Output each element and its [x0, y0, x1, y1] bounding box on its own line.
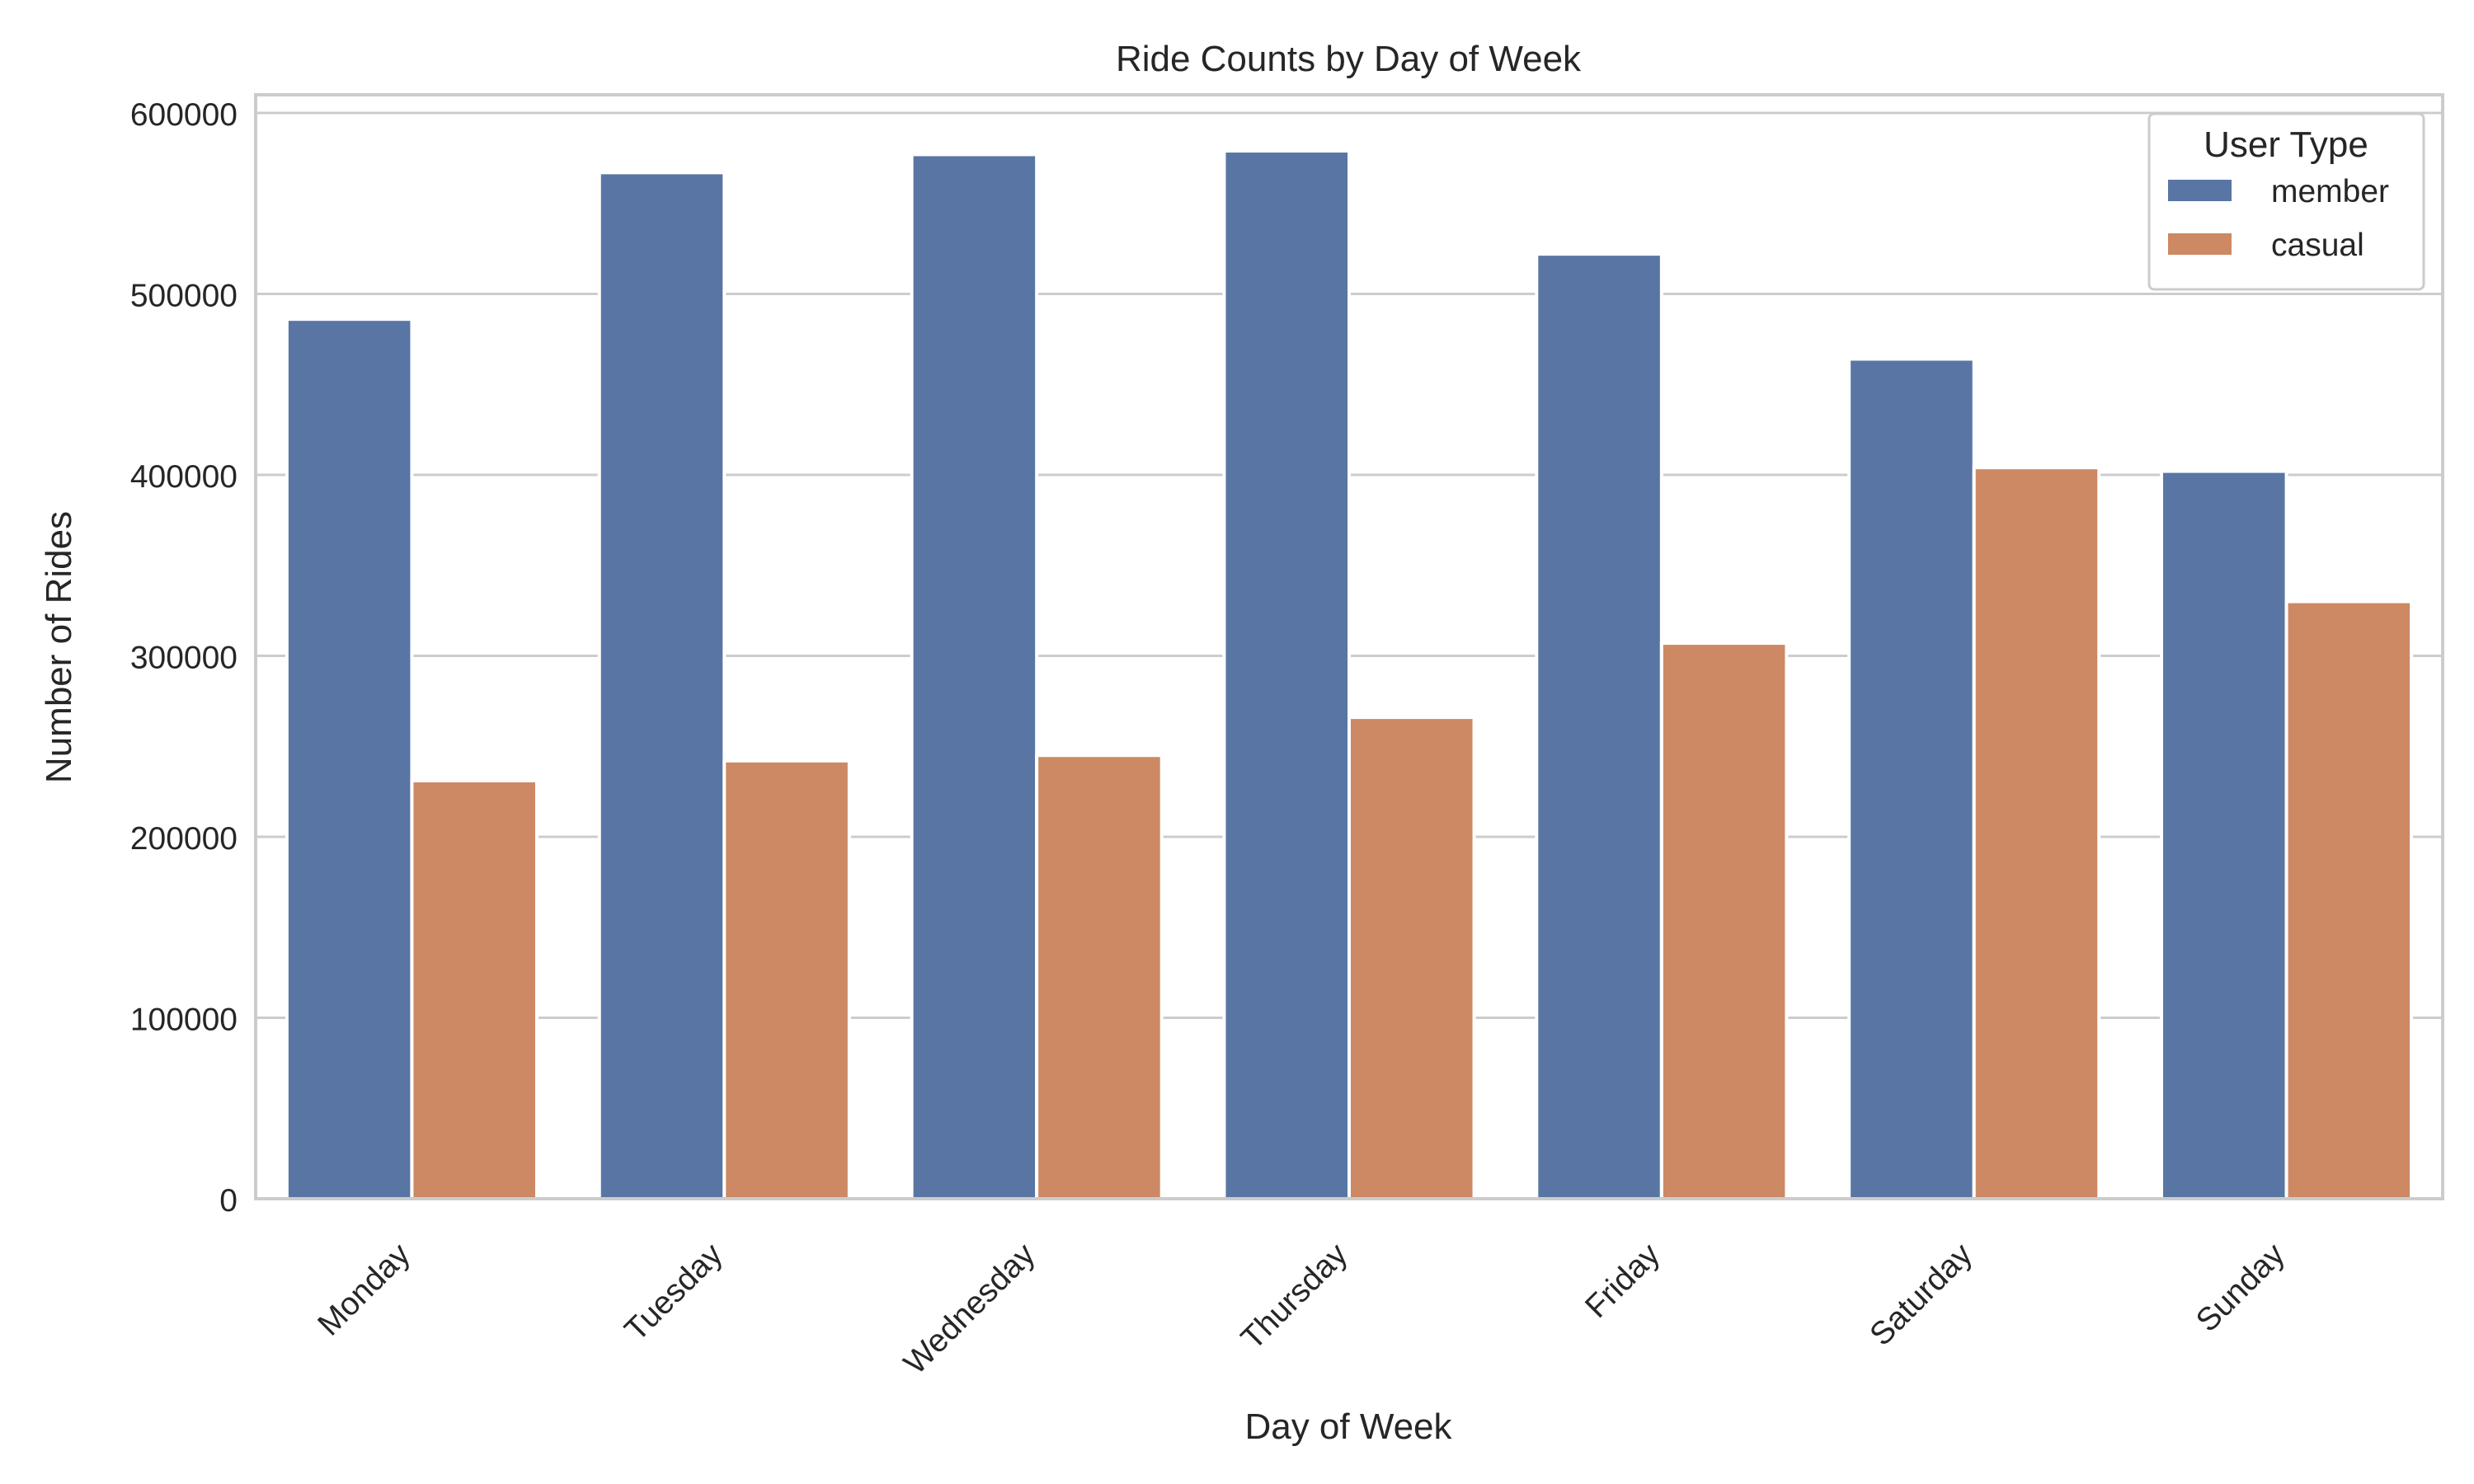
- bar-casual-thursday: [1348, 716, 1476, 1200]
- y-axis-label: Number of Rides: [39, 511, 79, 783]
- legend-swatch-member: [2166, 178, 2233, 203]
- y-tick-label: 0: [219, 1183, 238, 1219]
- legend: User Type member casual: [2147, 112, 2425, 291]
- chart-title: Ride Counts by Day of Week: [1116, 39, 1582, 79]
- bar-member-saturday: [1847, 357, 1976, 1200]
- legend-title: User Type: [2204, 124, 2368, 165]
- bar-casual-wednesday: [1035, 754, 1164, 1200]
- bar-member-monday: [285, 317, 414, 1200]
- x-tick-label: Friday: [1578, 1237, 1667, 1325]
- bar-series: [285, 149, 2414, 1201]
- bar-casual-monday: [410, 778, 539, 1200]
- y-tick-label: 300000: [130, 640, 238, 675]
- axes: [254, 93, 2444, 1200]
- y-tick-label: 200000: [130, 821, 238, 857]
- x-axis-label: Day of Week: [1244, 1407, 1452, 1447]
- y-tick-label: 100000: [130, 1002, 238, 1037]
- bar-member-sunday: [2160, 469, 2288, 1200]
- bar-casual-tuesday: [722, 758, 851, 1200]
- legend-items: member casual: [2166, 174, 2389, 263]
- bar-member-wednesday: [910, 153, 1039, 1200]
- bar-casual-friday: [1659, 641, 1789, 1200]
- y-tick-label: 400000: [130, 459, 238, 495]
- x-tick-label: Saturday: [1863, 1237, 1979, 1353]
- legend-label-casual: casual: [2271, 228, 2364, 263]
- bar-member-tuesday: [597, 171, 727, 1200]
- x-tick-label: Wednesday: [897, 1237, 1042, 1382]
- legend-label-member: member: [2271, 174, 2389, 209]
- plot-frame: [254, 93, 2444, 1200]
- x-tick-label: Monday: [311, 1237, 417, 1343]
- x-tick-label: Sunday: [2189, 1237, 2292, 1339]
- x-tick-label: Thursday: [1235, 1237, 1355, 1357]
- bar-casual-sunday: [2284, 599, 2414, 1200]
- x-tick-label: Tuesday: [618, 1237, 730, 1349]
- legend-swatch-casual: [2166, 232, 2233, 256]
- bar-casual-saturday: [1972, 466, 2101, 1200]
- y-tick-label: 500000: [130, 278, 238, 313]
- bar-member-thursday: [1222, 149, 1352, 1201]
- y-tick-label: 600000: [130, 97, 238, 133]
- bar-member-friday: [1535, 252, 1663, 1200]
